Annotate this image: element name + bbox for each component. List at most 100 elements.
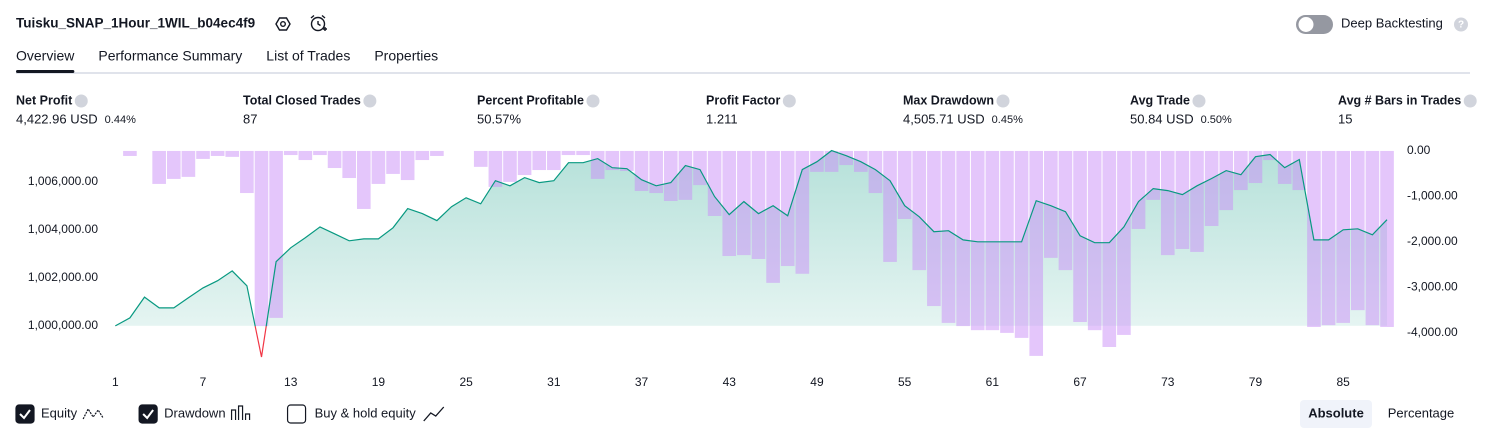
toggle-knob	[1298, 17, 1314, 32]
checkbox[interactable]	[15, 404, 35, 424]
drawdown-bar	[634, 150, 649, 191]
drawdown-bar	[985, 150, 1000, 331]
info-icon[interactable]	[586, 94, 600, 108]
drawdown-bar	[210, 150, 225, 156]
deep-backtesting-label: Deep Backtesting	[1341, 15, 1443, 30]
metric-percent: 0.45%	[992, 114, 1023, 126]
drawdown-bar	[780, 150, 795, 267]
metric-value: 4,505.71 USD	[903, 111, 985, 126]
drawdown-bar	[327, 150, 342, 169]
info-icon[interactable]	[363, 94, 377, 108]
drawdown-bar	[707, 150, 722, 216]
equity-area	[115, 150, 1388, 326]
drawdown-bar	[196, 150, 210, 159]
metric-label: Avg Trade	[1130, 93, 1190, 107]
x-tick-label: 7	[200, 375, 207, 389]
y-tick-label: 1,000,000.00	[28, 318, 98, 332]
x-tick-label: 73	[1161, 375, 1175, 389]
x-tick-label: 19	[372, 375, 386, 389]
tab[interactable]: Overview	[16, 48, 75, 64]
x-tick-label: 61	[986, 375, 1000, 389]
drawdown-bar	[970, 150, 985, 331]
x-tick-label: 13	[284, 375, 298, 389]
drawdown-bar	[1014, 150, 1029, 338]
info-icon[interactable]	[782, 94, 796, 108]
y-tick-label: 1,006,000.00	[28, 174, 98, 188]
x-tick-label: 43	[723, 375, 737, 389]
drawdown-bar	[152, 150, 166, 184]
drawdown-bar	[1073, 150, 1087, 322]
metric-value: 87	[243, 111, 257, 126]
drawdown-bar	[1102, 150, 1117, 347]
legend-label: Buy & hold equity	[315, 405, 417, 420]
checkbox[interactable]	[138, 404, 158, 424]
x-tick-label: 55	[898, 375, 912, 389]
drawdown-bar	[342, 150, 356, 179]
drawdown-bar	[503, 150, 517, 182]
drawdown-bar	[415, 150, 430, 161]
drawdown-bar	[517, 150, 532, 176]
drawdown-bar	[1117, 150, 1131, 335]
info-icon[interactable]	[1192, 94, 1206, 108]
drawdown-bar	[1263, 150, 1277, 161]
drawdown-bar	[1321, 150, 1336, 326]
drawdown-bar	[1365, 150, 1380, 326]
metric-value: 50.84 USD	[1130, 111, 1194, 126]
drawdown-bar	[737, 150, 751, 256]
drawdown-bar	[883, 150, 897, 262]
drawdown-bar	[254, 150, 269, 327]
info-icon[interactable]	[74, 94, 88, 108]
info-icon[interactable]	[996, 94, 1010, 108]
metric-label: Percent Profitable	[477, 93, 584, 107]
metric-label: Net Profit	[16, 93, 73, 107]
drawdown-bar	[722, 150, 737, 257]
alert-icon[interactable]	[310, 14, 327, 32]
drawdown-bar	[1336, 150, 1350, 323]
checkmark	[142, 409, 154, 420]
drawdown-bar	[225, 150, 240, 157]
drawdown-bar	[927, 150, 941, 307]
metric-value: 1.211	[706, 111, 738, 126]
drawdown-bar	[897, 150, 912, 219]
drawdown-bar	[283, 150, 298, 156]
drawdown-bar	[313, 150, 327, 156]
scale-button[interactable]: Percentage	[1388, 405, 1455, 420]
x-tick-label: 67	[1073, 375, 1087, 389]
help-icon[interactable]: ?	[1454, 17, 1468, 32]
drawdown-bar	[1146, 150, 1160, 200]
checkbox[interactable]	[286, 404, 307, 424]
drawdown-bar	[1131, 150, 1146, 229]
drawdown-bar	[298, 150, 313, 161]
x-tick-label: 1	[112, 375, 119, 389]
drawdown-bar	[620, 150, 634, 171]
drawdown-bar	[123, 150, 137, 156]
x-tick-label: 79	[1249, 375, 1263, 389]
tab[interactable]: Performance Summary	[98, 48, 242, 64]
drawdown-bar	[824, 150, 839, 172]
drawdown-bar	[1204, 150, 1219, 227]
drawdown-bar	[181, 150, 196, 177]
drawdown-bar	[941, 150, 956, 323]
scale-button[interactable]: Absolute	[1308, 405, 1364, 420]
buy-hold-icon	[423, 406, 445, 422]
drawdown-bar	[561, 150, 576, 156]
strategy-title: Tuisku_SNAP_1Hour_1WIL_b04ec4f9	[16, 16, 255, 31]
settings-icon[interactable]	[275, 17, 291, 31]
drawdown-bar	[1380, 150, 1394, 327]
active-tab-underline	[16, 70, 75, 73]
drawdown-bar	[371, 150, 386, 184]
tab[interactable]: Properties	[374, 48, 438, 64]
metric-value: 15	[1338, 111, 1352, 126]
x-tick-label: 85	[1337, 375, 1351, 389]
drawdown-bar	[532, 150, 547, 171]
drawdown-bar	[1190, 150, 1204, 252]
drawdown-bar	[1350, 150, 1365, 311]
drawdown-bar	[386, 150, 400, 174]
metric-label: Total Closed Trades	[243, 93, 361, 107]
legend-label: Equity	[41, 405, 78, 420]
drawdown-bar	[868, 150, 883, 194]
checkmark	[19, 409, 31, 420]
tab[interactable]: List of Trades	[266, 48, 350, 64]
info-icon[interactable]	[1463, 94, 1477, 108]
drawdown-bar	[1234, 150, 1248, 191]
